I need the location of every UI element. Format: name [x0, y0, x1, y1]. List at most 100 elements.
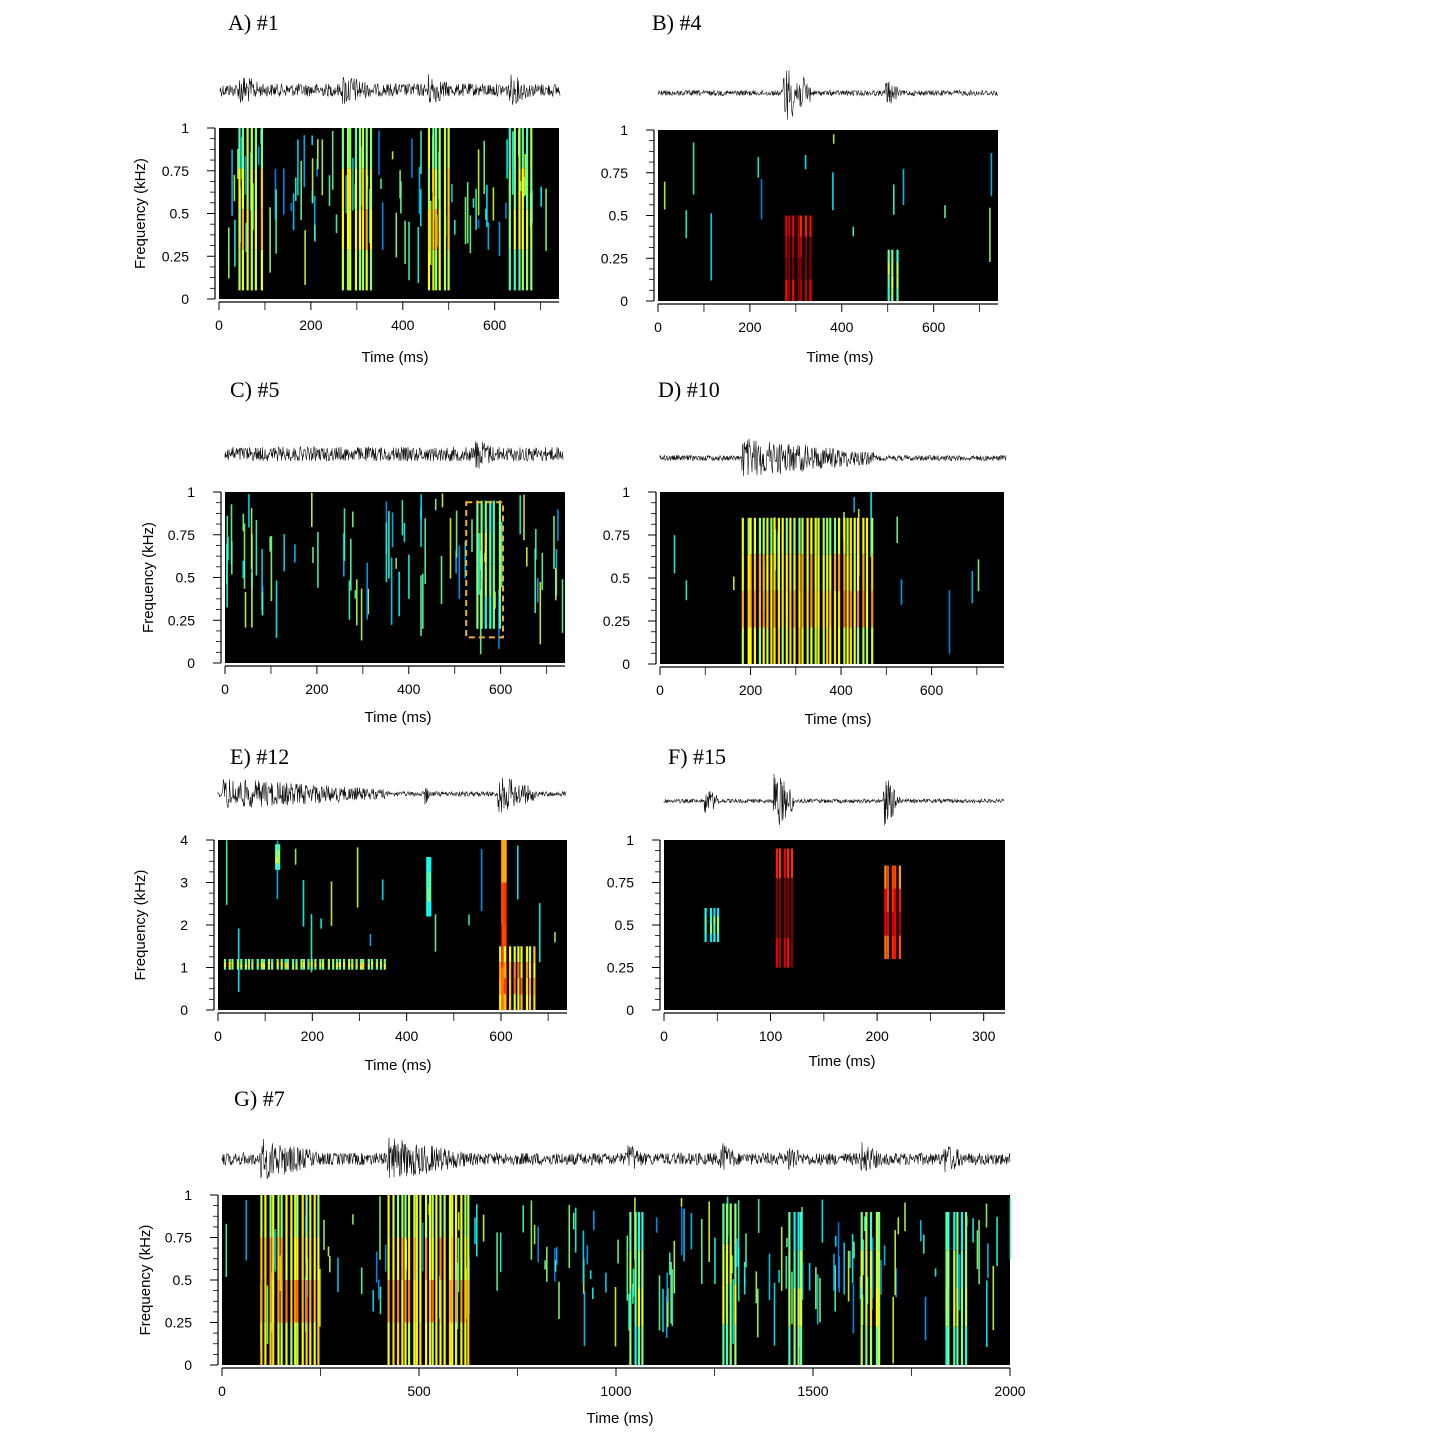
spectrogram-cell [766, 590, 769, 628]
spectrogram-cell [404, 1322, 407, 1365]
spectrogram-cell [260, 964, 263, 967]
noise-streak [864, 1216, 866, 1231]
noise-streak [441, 493, 444, 508]
spectrogram-cell [310, 967, 313, 970]
noise-streak [833, 1253, 835, 1291]
spectrogram-cell [484, 564, 487, 597]
spectrogram-cell [891, 865, 894, 889]
y-tick-label: 0.75 [601, 165, 628, 181]
spectrogram-cell [838, 590, 841, 628]
noise-streak [505, 202, 507, 219]
spectrogram-cell [313, 1237, 316, 1280]
spectrogram-cell [264, 1322, 267, 1365]
noise-streak [420, 494, 422, 519]
noise-streak [310, 914, 313, 973]
noise-streak [356, 847, 359, 908]
spectrogram-cell [290, 1195, 293, 1238]
spectrogram-cell [878, 1288, 881, 1327]
spectrogram-cell [869, 1212, 873, 1251]
y-tick-label: 0.75 [162, 163, 189, 179]
spectrogram-cell [734, 1324, 737, 1365]
spectrogram-cell [777, 517, 780, 555]
spectrogram-cell [513, 962, 516, 979]
noise-streak [456, 1262, 459, 1330]
spectrogram-cell [846, 627, 849, 664]
spectrogram-cell [369, 128, 373, 169]
spectrogram-cell [530, 128, 533, 169]
noise-streak [538, 903, 541, 963]
spectrogram-cell [637, 1288, 640, 1327]
y-tick-label: 1 [181, 120, 189, 136]
y-tick-label: 0.5 [609, 208, 629, 224]
spectrogram-cell [865, 590, 869, 628]
noise-streak [593, 1210, 595, 1231]
spectrogram-cell [956, 1250, 959, 1289]
spectrogram-cell [521, 249, 524, 291]
spectrogram-cell [775, 937, 778, 968]
spectrogram-cell [513, 978, 516, 994]
spectrogram-cell [762, 554, 765, 591]
spectrogram-cell [829, 627, 832, 664]
noise-streak [255, 520, 258, 576]
spectrogram-cell [520, 994, 523, 1010]
spectrogram-cell [413, 1322, 416, 1365]
x-tick-label: 200 [865, 1028, 889, 1044]
panel-title: A) #1 [228, 10, 279, 35]
noise-streak [422, 1222, 424, 1272]
spectrogram-cell [513, 994, 516, 1010]
spectrogram-cell [785, 590, 788, 628]
y-tick-label: 0.25 [168, 612, 195, 628]
spectrogram-cell [348, 967, 351, 970]
spectrogram-cell [260, 967, 263, 970]
spectrogram-cell [758, 627, 761, 664]
spectrogram-cell [346, 209, 350, 250]
spectrogram-cell [231, 959, 234, 962]
noise-streak [233, 175, 236, 202]
noise-streak [483, 140, 485, 195]
noise-streak [539, 581, 542, 645]
spectrogram-cell [354, 128, 358, 169]
noise-streak [395, 558, 397, 569]
spectrogram-cell [460, 1237, 463, 1280]
spectrogram-cell [443, 1195, 446, 1238]
spectrogram-cell [871, 517, 874, 555]
spectrogram-cell [502, 925, 505, 968]
spectrogram-cell [533, 962, 536, 979]
noise-streak [832, 172, 834, 211]
spectrogram-cell [953, 1288, 956, 1327]
spectrogram-cell [637, 1326, 640, 1366]
spectrogram-cell [945, 1250, 948, 1289]
spectrogram-cell [891, 912, 894, 936]
spectrogram-cell [785, 215, 788, 237]
y-axis-label: Frequency (kHz) [132, 158, 149, 269]
spectrogram-cell [501, 967, 504, 1010]
spectrogram-cell [509, 962, 512, 979]
spectrogram-cell [521, 209, 524, 250]
spectrogram-cell [729, 1203, 732, 1244]
y-tick-label: 2 [180, 917, 188, 933]
spectrogram-cell [766, 554, 769, 591]
spectrogram-cell [860, 1212, 863, 1251]
spectrogram-cell [354, 209, 358, 250]
spectrogram-cell [464, 1237, 467, 1280]
noise-streak [451, 183, 453, 203]
spectrogram-cell [788, 258, 791, 280]
spectrogram-cell [277, 1237, 280, 1280]
spectrogram-cell [503, 962, 506, 979]
spectrogram-cell [464, 1195, 467, 1238]
spectrogram-cell [286, 967, 289, 970]
spectrogram-cell [439, 1195, 442, 1238]
spectrogram-cell [419, 1322, 422, 1365]
x-tick-label: 600 [489, 1028, 513, 1044]
spectrogram-cell [286, 959, 289, 962]
spectrogram-cell [284, 967, 287, 970]
x-tick-label: 200 [299, 317, 323, 333]
noise-streak [934, 1268, 937, 1277]
noise-streak [545, 188, 547, 251]
spectrogram-cell [294, 1280, 297, 1323]
spectrogram-cell [709, 908, 713, 917]
spectrogram-cell [762, 517, 765, 555]
spectrogram-cell [798, 627, 801, 664]
spectrogram-cell [790, 908, 794, 938]
noise-streak [757, 157, 760, 178]
